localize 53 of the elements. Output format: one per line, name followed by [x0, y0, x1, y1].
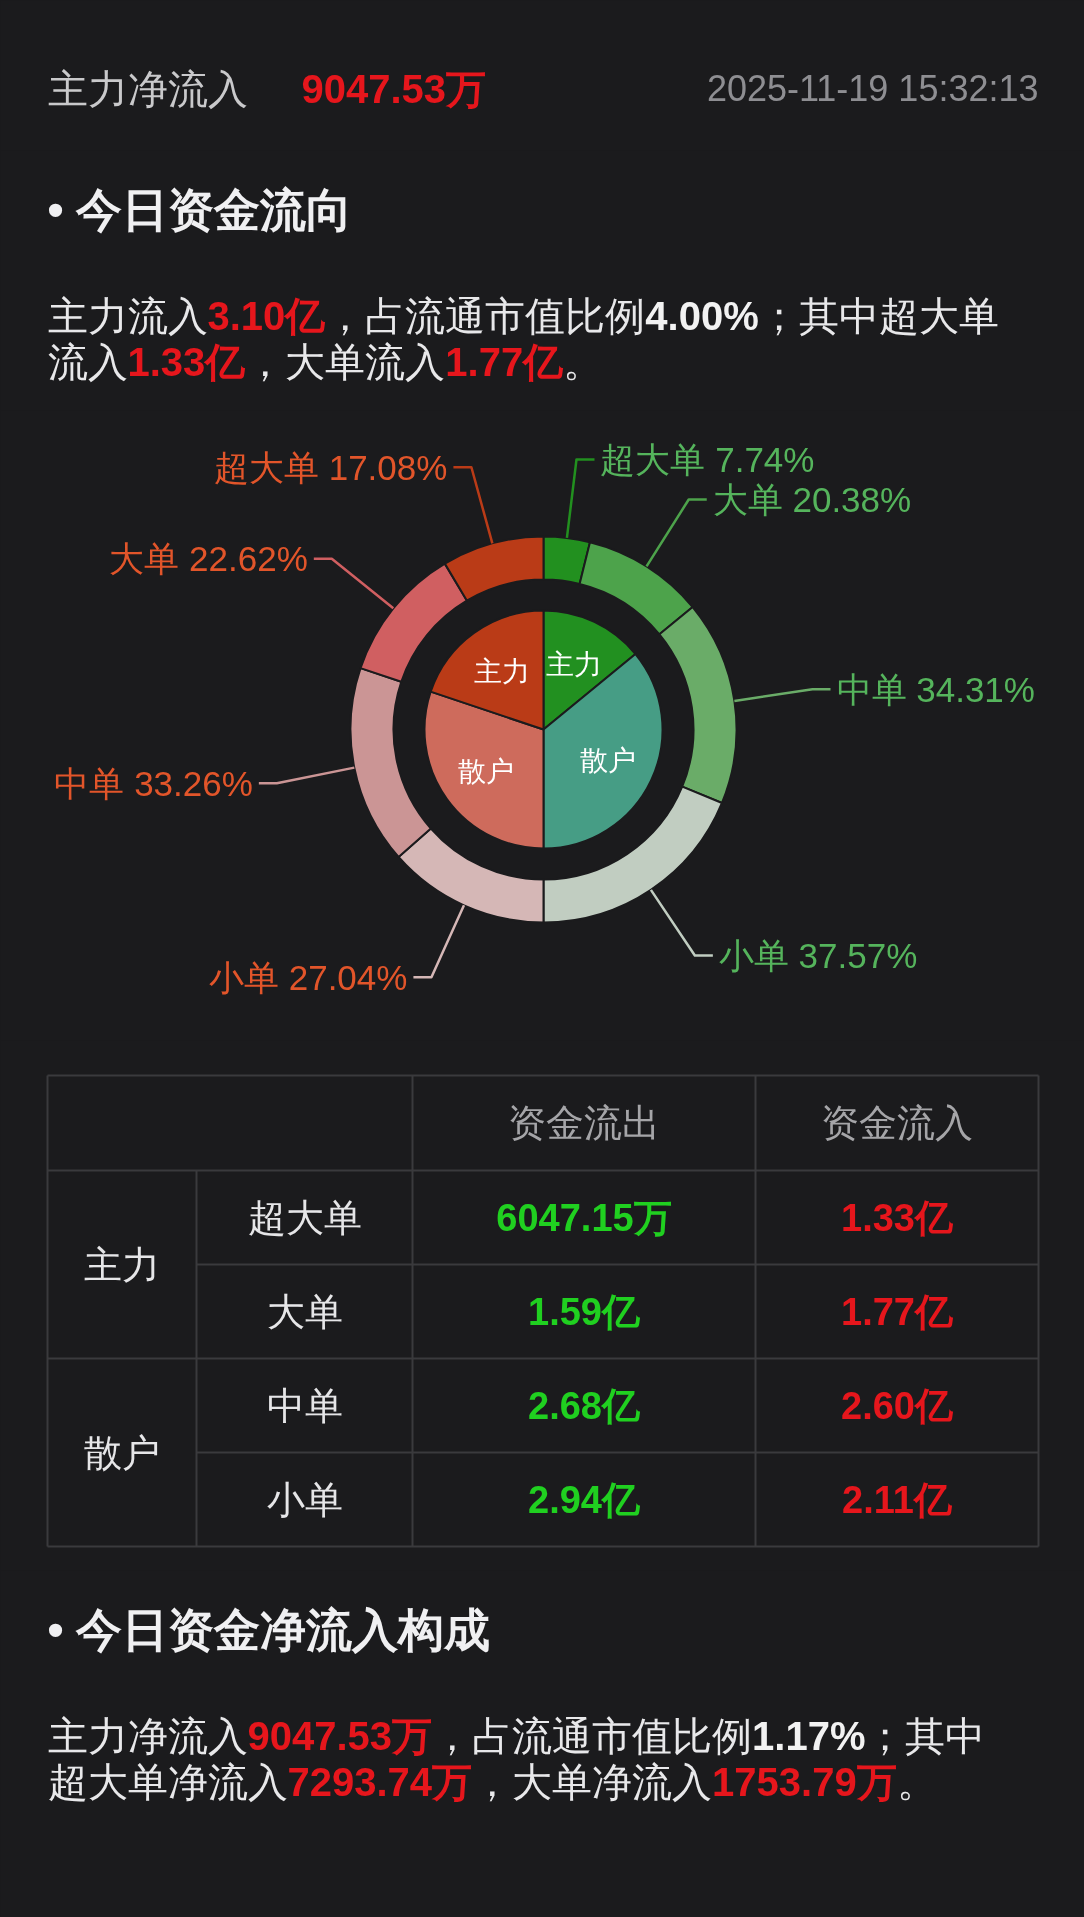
text: 7293.74万 [287, 1759, 473, 1804]
category-label: 小单 [266, 1478, 343, 1521]
text: 9047.53万 [247, 1713, 433, 1758]
text: 6047.15万 [496, 1196, 672, 1239]
text: 1.77亿 [841, 1290, 953, 1333]
text: 2.94亿 [528, 1478, 640, 1521]
data-label: 中单 34.31% [836, 669, 1035, 709]
text: 1753.79万 [712, 1759, 897, 1804]
text: ，大单流入 [245, 339, 446, 384]
category-label: 大单 [266, 1290, 343, 1333]
text: 4.00% [645, 293, 759, 338]
text: 2.11亿 [842, 1478, 952, 1521]
category-label: 散户 [84, 1431, 160, 1474]
text: ；其中超大单 [758, 293, 999, 338]
text: • 今日资金净流入构成 [47, 1603, 491, 1656]
text: 超大单净流入 [47, 1759, 288, 1804]
category-label: 超大单 [247, 1196, 362, 1239]
text: 2.68亿 [528, 1384, 640, 1427]
text: 1.33亿 [127, 339, 247, 384]
category-label: 资金流入 [821, 1102, 973, 1144]
text: 3.10亿 [207, 293, 327, 338]
data-label: 超大单 7.74% [600, 440, 815, 480]
text: • 今日资金流向 [47, 183, 353, 236]
text: 。 [563, 339, 604, 384]
category-label: 中单 [266, 1384, 343, 1427]
text: ，大单净流入 [472, 1759, 713, 1804]
data-label: 散户 [457, 755, 514, 787]
data-label: 小单 37.57% [718, 935, 918, 975]
data-label: 小单 27.04% [208, 957, 408, 997]
data-label: 中单 33.26% [54, 763, 253, 803]
data-label: 散户 [580, 744, 637, 776]
data-label: 大单 22.62% [109, 539, 308, 579]
text: 1.59亿 [528, 1290, 640, 1333]
text: 2.60亿 [841, 1384, 953, 1427]
data-label: 主力 [473, 656, 530, 688]
category-label: 主力 [84, 1243, 160, 1286]
data-label: 主力 [546, 649, 603, 681]
text: 流入 [47, 339, 128, 384]
text: 主力净流入 [47, 1713, 248, 1758]
text: 主力流入 [47, 293, 208, 338]
category-label: 资金流出 [508, 1102, 660, 1144]
data-label: 超大单 17.08% [213, 447, 448, 487]
text: ，占流通市值比例 [432, 1713, 753, 1758]
text: 9047.53万 [301, 66, 487, 111]
text: ；其中 [865, 1713, 986, 1758]
text: 2025-11-19 15:32:13 [706, 68, 1039, 109]
text: 。 [896, 1759, 937, 1804]
data-label: 大单 20.38% [712, 480, 912, 520]
text: 主力净流入 [47, 66, 248, 111]
text: ，占流通市值比例 [325, 293, 646, 338]
text: 1.77亿 [445, 339, 565, 384]
text: 1.33亿 [841, 1196, 953, 1239]
text: 1.17% [752, 1713, 866, 1758]
